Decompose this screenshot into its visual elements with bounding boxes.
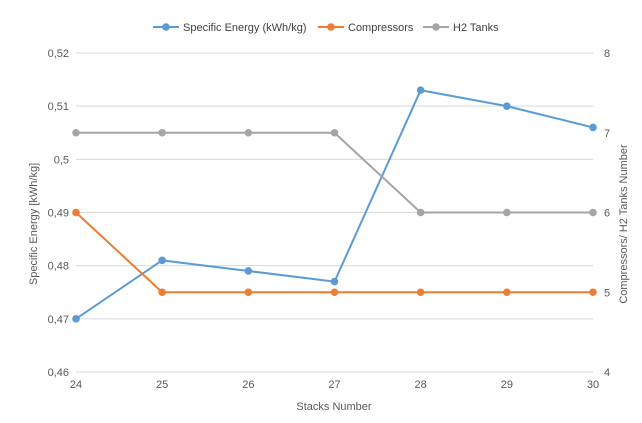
legend-swatch-marker (327, 23, 335, 31)
right-tick-label: 6 (604, 208, 610, 220)
left-axis-ticks: 0,46 0,47 0,48 0,49 0,5 0,51 0,52 (48, 48, 69, 379)
data-point (72, 315, 80, 323)
data-point (244, 288, 253, 297)
data-point (589, 123, 597, 132)
series-compressors (72, 208, 597, 297)
data-point (72, 128, 80, 137)
data-point (158, 288, 166, 297)
legend-item: Compressors (318, 22, 414, 34)
data-point (158, 128, 166, 137)
legend-label: H2 Tanks (453, 22, 499, 34)
data-point (244, 128, 253, 137)
right-tick-label: 5 (604, 287, 610, 299)
data-point (416, 86, 425, 95)
legend-swatch-marker (432, 23, 440, 31)
right-tick-label: 4 (604, 367, 610, 379)
legend-label: Specific Energy (kWh/kg) (183, 22, 306, 34)
legend-item: Specific Energy (kWh/kg) (153, 22, 306, 34)
data-point (330, 288, 339, 297)
right-tick-label: 7 (604, 128, 610, 140)
left-tick-label: 0,47 (48, 314, 69, 326)
legend-swatch-marker (162, 23, 170, 31)
right-tick-label: 8 (604, 48, 610, 60)
legend: Specific Energy (kWh/kg) Compressors H2 Ta… (153, 22, 499, 34)
data-point (330, 277, 339, 286)
data-point (416, 208, 425, 217)
data-point (589, 208, 597, 217)
x-tick-label: 28 (415, 379, 427, 391)
x-tick-label: 26 (242, 379, 254, 391)
gridlines (76, 52, 593, 373)
data-point (72, 208, 80, 217)
right-axis-title: Compressors/ H2 Tanks Number (618, 144, 630, 304)
data-point (503, 288, 511, 297)
x-tick-label: 30 (587, 379, 599, 391)
data-point (589, 288, 597, 297)
left-tick-label: 0,5 (54, 154, 69, 166)
series-layer (72, 86, 597, 323)
x-tick-label: 25 (156, 379, 168, 391)
series-line (76, 131, 593, 214)
data-point (244, 267, 253, 275)
x-axis-title: Stacks Number (296, 401, 372, 413)
left-tick-label: 0,48 (48, 261, 69, 273)
series-specific-energy-kwh-kg (72, 86, 597, 323)
data-point (416, 288, 425, 297)
right-axis-ticks: 4 5 6 7 8 (604, 48, 610, 379)
data-point (503, 208, 511, 217)
left-tick-label: 0,46 (48, 367, 69, 379)
data-point (158, 256, 166, 265)
x-tick-label: 24 (70, 379, 82, 391)
left-tick-label: 0,51 (48, 101, 69, 113)
legend-label: Compressors (348, 22, 414, 34)
x-axis-ticks: 24 25 26 27 28 29 30 (70, 379, 599, 391)
left-tick-label: 0,49 (48, 208, 69, 220)
x-tick-label: 27 (328, 379, 340, 391)
x-tick-label: 29 (501, 379, 513, 391)
series-h2-tanks (72, 128, 597, 217)
left-axis-title: Specific Energy [kWh/kg] (28, 163, 40, 285)
legend-item: H2 Tanks (423, 22, 499, 34)
data-point (503, 102, 511, 110)
data-point (330, 128, 339, 137)
left-tick-label: 0,52 (48, 48, 69, 60)
